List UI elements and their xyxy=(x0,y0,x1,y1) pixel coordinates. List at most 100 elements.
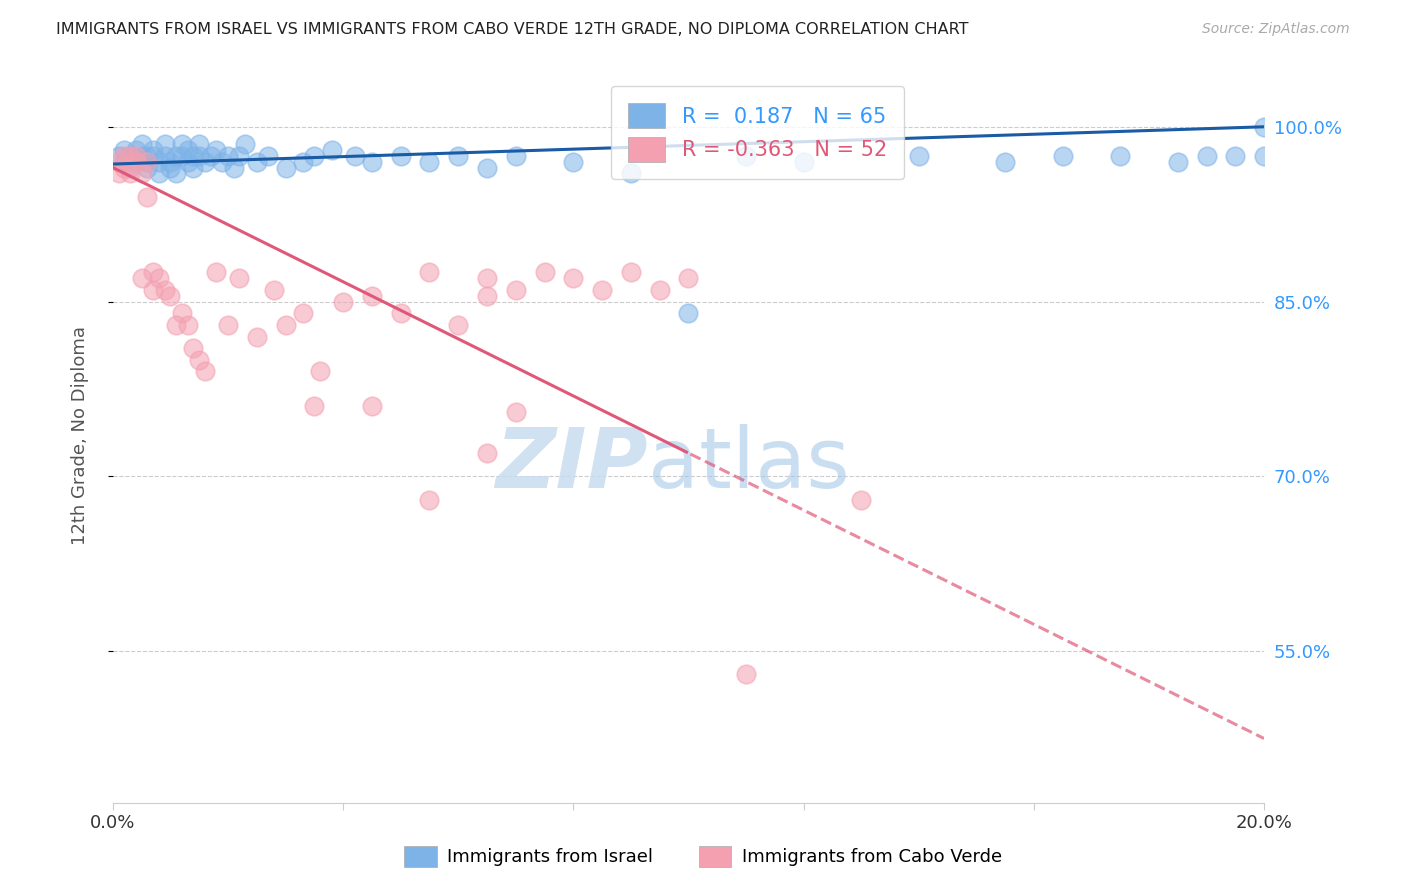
Point xyxy=(136,190,159,204)
Point xyxy=(125,143,148,157)
Point xyxy=(505,405,527,419)
Point xyxy=(994,154,1017,169)
Point xyxy=(112,143,135,157)
Point xyxy=(120,149,142,163)
Point xyxy=(648,283,671,297)
Point xyxy=(475,289,498,303)
Point xyxy=(389,306,412,320)
Point xyxy=(447,318,470,332)
Point xyxy=(125,154,148,169)
Point xyxy=(620,166,643,180)
Point xyxy=(389,149,412,163)
Point xyxy=(222,161,245,175)
Point xyxy=(183,341,205,355)
Point xyxy=(148,154,170,169)
Point xyxy=(176,154,198,169)
Point xyxy=(107,166,129,180)
Point xyxy=(1253,149,1275,163)
Point xyxy=(131,137,153,152)
Point xyxy=(360,400,382,414)
Point xyxy=(131,166,153,180)
Point xyxy=(505,149,527,163)
Point xyxy=(793,154,815,169)
Point xyxy=(228,149,250,163)
Point xyxy=(735,149,758,163)
Point xyxy=(112,154,135,169)
Point xyxy=(1225,149,1247,163)
Point xyxy=(148,271,170,285)
Point xyxy=(533,265,555,279)
Point xyxy=(188,137,211,152)
Point xyxy=(148,166,170,180)
Point xyxy=(321,143,343,157)
Point xyxy=(678,306,700,320)
Point xyxy=(562,271,585,285)
Point xyxy=(274,318,297,332)
Point xyxy=(170,149,193,163)
Point xyxy=(228,271,250,285)
Point xyxy=(136,149,159,163)
Point xyxy=(360,154,382,169)
Point xyxy=(125,154,148,169)
Point xyxy=(120,161,142,175)
Point xyxy=(176,318,198,332)
Legend: Immigrants from Israel, Immigrants from Cabo Verde: Immigrants from Israel, Immigrants from … xyxy=(396,838,1010,874)
Point xyxy=(176,143,198,157)
Point xyxy=(332,294,354,309)
Point xyxy=(188,352,211,367)
Point xyxy=(136,161,159,175)
Point xyxy=(257,149,280,163)
Point xyxy=(360,289,382,303)
Point xyxy=(418,154,440,169)
Point xyxy=(183,161,205,175)
Point xyxy=(112,161,135,175)
Point xyxy=(159,289,181,303)
Point xyxy=(142,149,165,163)
Point xyxy=(131,149,153,163)
Point xyxy=(233,137,256,152)
Point xyxy=(165,149,187,163)
Point xyxy=(112,149,135,163)
Point xyxy=(142,283,165,297)
Point xyxy=(142,143,165,157)
Text: Source: ZipAtlas.com: Source: ZipAtlas.com xyxy=(1202,22,1350,37)
Point xyxy=(418,265,440,279)
Point xyxy=(505,283,527,297)
Point xyxy=(159,161,181,175)
Point xyxy=(159,154,181,169)
Point xyxy=(170,306,193,320)
Point xyxy=(1167,154,1189,169)
Point xyxy=(205,143,228,157)
Point xyxy=(291,306,314,320)
Point xyxy=(211,154,233,169)
Text: IMMIGRANTS FROM ISRAEL VS IMMIGRANTS FROM CABO VERDE 12TH GRADE, NO DIPLOMA CORR: IMMIGRANTS FROM ISRAEL VS IMMIGRANTS FRO… xyxy=(56,22,969,37)
Point xyxy=(246,329,269,343)
Y-axis label: 12th Grade, No Diploma: 12th Grade, No Diploma xyxy=(72,326,89,545)
Point xyxy=(1253,120,1275,134)
Point xyxy=(475,271,498,285)
Point xyxy=(217,318,239,332)
Point xyxy=(165,166,187,180)
Point xyxy=(107,149,129,163)
Point xyxy=(200,149,222,163)
Point xyxy=(217,149,239,163)
Point xyxy=(194,364,217,378)
Point xyxy=(194,154,217,169)
Point xyxy=(274,161,297,175)
Point xyxy=(142,265,165,279)
Point xyxy=(246,154,269,169)
Point xyxy=(304,400,326,414)
Point xyxy=(205,265,228,279)
Point xyxy=(136,154,159,169)
Point xyxy=(120,166,142,180)
Point xyxy=(170,137,193,152)
Point xyxy=(263,283,285,297)
Point xyxy=(120,149,142,163)
Point xyxy=(907,149,929,163)
Point xyxy=(136,154,159,169)
Point xyxy=(678,271,700,285)
Point xyxy=(735,667,758,681)
Point xyxy=(1109,149,1132,163)
Point xyxy=(418,492,440,507)
Point xyxy=(107,154,129,169)
